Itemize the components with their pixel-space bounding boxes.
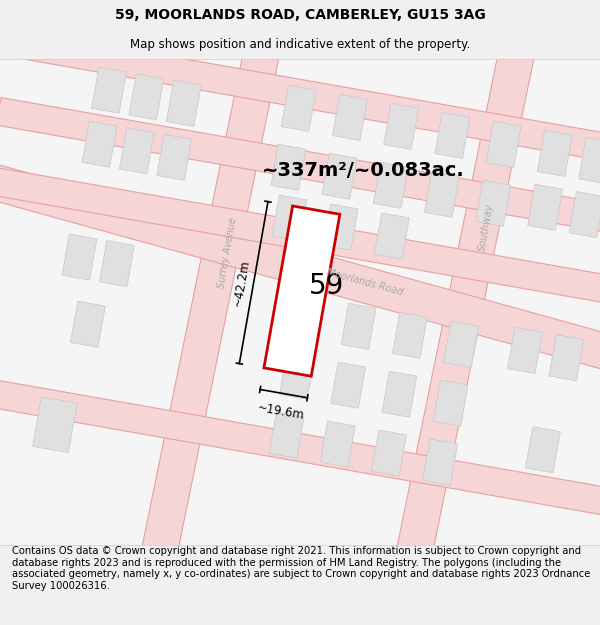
Polygon shape [281,86,316,131]
Polygon shape [528,184,563,231]
Polygon shape [157,134,192,181]
Polygon shape [129,74,164,120]
Polygon shape [382,371,417,418]
Polygon shape [70,301,106,348]
Polygon shape [264,206,340,376]
Polygon shape [92,68,127,113]
Text: Map shows position and indicative extent of the property.: Map shows position and indicative extent… [130,38,470,51]
Polygon shape [476,180,511,226]
Polygon shape [166,81,201,126]
Polygon shape [271,144,306,190]
Polygon shape [508,328,542,374]
Polygon shape [569,192,600,238]
Polygon shape [320,421,355,467]
Polygon shape [0,98,600,241]
Polygon shape [549,335,584,381]
Polygon shape [8,29,600,173]
Polygon shape [269,412,304,458]
Polygon shape [0,59,600,545]
Polygon shape [373,162,408,208]
Polygon shape [392,312,427,358]
Polygon shape [578,138,600,184]
Text: ~337m²/~0.083ac.: ~337m²/~0.083ac. [262,161,465,180]
Polygon shape [435,112,470,158]
Polygon shape [119,127,154,174]
Text: 59: 59 [309,272,344,300]
Polygon shape [82,121,117,168]
Polygon shape [526,427,560,472]
Polygon shape [374,213,409,259]
Text: ~42.2m: ~42.2m [231,258,252,307]
Text: 59, MOORLANDS ROAD, CAMBERLEY, GU15 3AG: 59, MOORLANDS ROAD, CAMBERLEY, GU15 3AG [115,8,485,22]
Polygon shape [322,153,357,199]
Polygon shape [424,171,460,217]
Polygon shape [62,234,97,280]
Polygon shape [0,166,600,309]
Polygon shape [290,294,325,341]
Polygon shape [486,121,521,168]
Polygon shape [280,353,314,399]
Polygon shape [433,380,468,426]
Polygon shape [388,47,535,601]
Polygon shape [141,4,289,558]
Polygon shape [0,162,600,377]
Polygon shape [32,397,77,452]
Polygon shape [331,362,365,408]
Polygon shape [538,131,572,176]
Polygon shape [323,204,358,250]
Polygon shape [371,430,406,476]
Polygon shape [341,303,376,349]
Text: Moorlands Road: Moorlands Road [325,267,404,297]
Text: Southway: Southway [477,202,495,252]
Text: Surrey Avenue: Surrey Avenue [217,216,239,289]
Polygon shape [0,372,600,516]
Text: ~19.6m: ~19.6m [256,401,305,422]
Polygon shape [272,195,307,241]
Polygon shape [100,241,134,287]
Polygon shape [423,439,458,485]
Text: Contains OS data © Crown copyright and database right 2021. This information is : Contains OS data © Crown copyright and d… [12,546,590,591]
Polygon shape [332,94,367,141]
Polygon shape [443,321,478,368]
Polygon shape [383,103,419,149]
